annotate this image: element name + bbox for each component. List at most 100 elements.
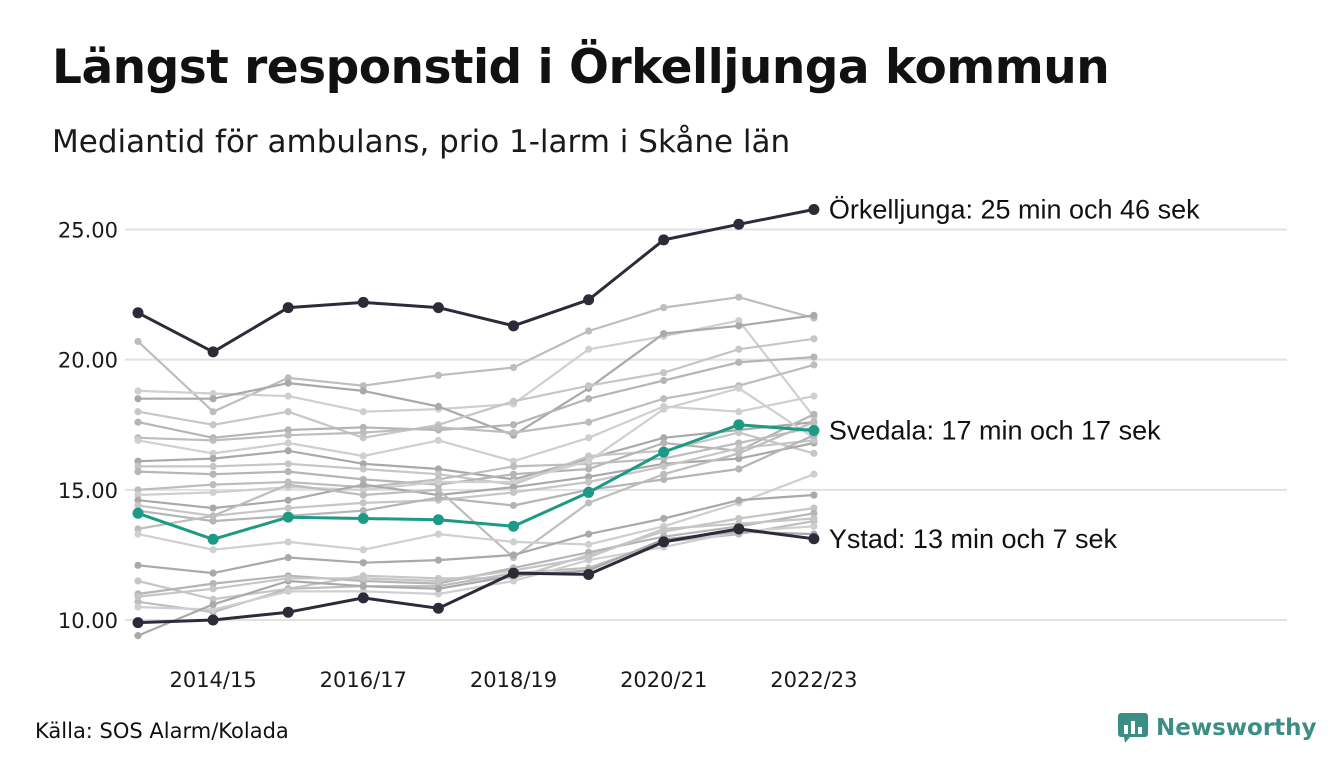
data-point (434, 556, 442, 564)
series-line (134, 527, 818, 640)
data-point (810, 418, 818, 426)
data-point (209, 421, 217, 429)
data-point (359, 546, 367, 554)
data-point (660, 369, 668, 377)
data-point (735, 428, 743, 437)
data-point (434, 465, 442, 473)
data-point (735, 444, 743, 452)
data-point (134, 418, 142, 426)
data-point (282, 511, 294, 523)
data-point (810, 470, 818, 478)
data-point (284, 468, 292, 476)
data-point (209, 481, 217, 489)
data-point (359, 499, 367, 507)
data-point (585, 418, 593, 426)
data-point (434, 423, 442, 431)
data-point (585, 540, 593, 549)
data-point (735, 449, 743, 457)
data-point (509, 501, 518, 510)
series-path (137, 439, 815, 518)
series-path (137, 208, 815, 354)
data-point (134, 603, 142, 611)
data-point (509, 577, 518, 585)
data-point (660, 395, 668, 403)
data-point (660, 475, 668, 484)
data-point (808, 203, 820, 215)
data-point (284, 553, 292, 562)
series-path (137, 395, 815, 463)
data-point (810, 311, 818, 320)
data-point (733, 523, 745, 535)
data-point (284, 392, 292, 400)
highlighted-series (132, 203, 820, 629)
data-point (357, 512, 369, 524)
data-point (585, 452, 593, 460)
data-point (733, 218, 745, 230)
data-point (359, 452, 367, 460)
data-point (359, 428, 367, 437)
y-tick-label: 10.00 (58, 609, 118, 633)
data-point (735, 496, 743, 504)
y-axis: 10.00 15.00 20.00 25.00 (58, 219, 118, 634)
series-line (134, 418, 818, 484)
data-point (134, 462, 142, 471)
data-point (284, 538, 292, 546)
data-point (134, 387, 142, 395)
data-point (585, 465, 593, 473)
data-point (284, 374, 292, 382)
data-point (509, 462, 518, 471)
data-point (359, 408, 367, 416)
data-point (434, 590, 442, 598)
data-point (735, 358, 743, 366)
data-point (359, 481, 367, 489)
series-line (134, 293, 818, 416)
x-tick-label: 2016/17 (320, 668, 407, 692)
data-point (735, 514, 743, 523)
series-path (137, 423, 815, 541)
data-point (660, 439, 668, 447)
series-path (138, 314, 815, 437)
data-point (209, 512, 217, 520)
data-point (735, 408, 743, 416)
data-point (810, 436, 818, 444)
data-point (284, 481, 292, 489)
y-tick-label: 25.00 (58, 219, 118, 243)
data-point (359, 382, 367, 390)
data-point (134, 598, 142, 606)
series-label: Svedala: 17 min och 17 sek (829, 415, 1161, 445)
data-point (284, 426, 292, 434)
x-axis: 2014/15 2016/17 2018/19 2020/21 2022/23 (169, 668, 857, 692)
data-point (134, 525, 142, 533)
series-path (137, 527, 815, 625)
series-path (137, 434, 815, 523)
data-point (209, 569, 217, 577)
data-point (207, 614, 219, 626)
x-tick-label: 2018/19 (470, 668, 557, 692)
source-note: Källa: SOS Alarm/Kolada (35, 719, 289, 743)
series-path (137, 473, 815, 551)
data-point (434, 577, 442, 585)
y-tick-label: 15.00 (58, 479, 118, 503)
data-point (284, 496, 292, 504)
data-point (585, 499, 593, 507)
series-line (134, 439, 818, 512)
data-point (134, 491, 142, 499)
series-path (137, 493, 814, 575)
series-line (134, 353, 818, 442)
data-point (509, 470, 518, 478)
data-point (733, 419, 745, 431)
data-point (134, 468, 142, 476)
data-point (132, 307, 144, 319)
data-point (209, 395, 217, 403)
data-point (660, 376, 668, 385)
data-point (359, 465, 367, 473)
data-point (359, 486, 367, 494)
data-point (735, 454, 743, 463)
data-point (432, 514, 444, 526)
data-point (810, 449, 818, 457)
data-point (209, 504, 217, 512)
data-point (585, 473, 593, 481)
data-point (434, 585, 442, 593)
data-point (284, 447, 292, 455)
series-line (134, 522, 818, 614)
